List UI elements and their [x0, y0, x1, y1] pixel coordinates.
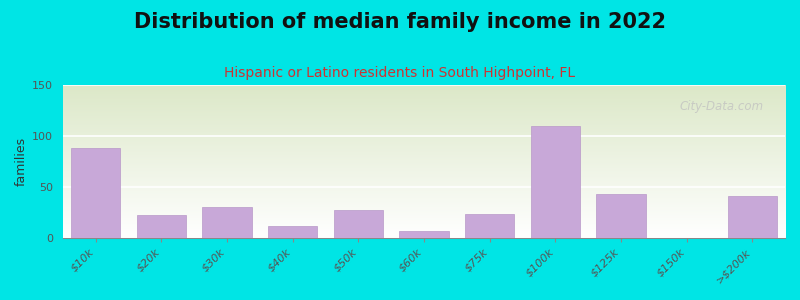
Bar: [268, 226, 318, 238]
Y-axis label: families: families: [15, 137, 28, 186]
Bar: [727, 196, 777, 238]
Bar: [202, 207, 252, 238]
Text: Hispanic or Latino residents in South Highpoint, FL: Hispanic or Latino residents in South Hi…: [225, 66, 575, 80]
Bar: [530, 126, 580, 238]
Text: Distribution of median family income in 2022: Distribution of median family income in …: [134, 12, 666, 32]
Text: City-Data.com: City-Data.com: [679, 100, 763, 113]
Bar: [465, 214, 514, 238]
Bar: [137, 215, 186, 238]
Bar: [399, 231, 449, 238]
Bar: [596, 194, 646, 238]
Bar: [334, 210, 383, 238]
Bar: [71, 148, 120, 238]
